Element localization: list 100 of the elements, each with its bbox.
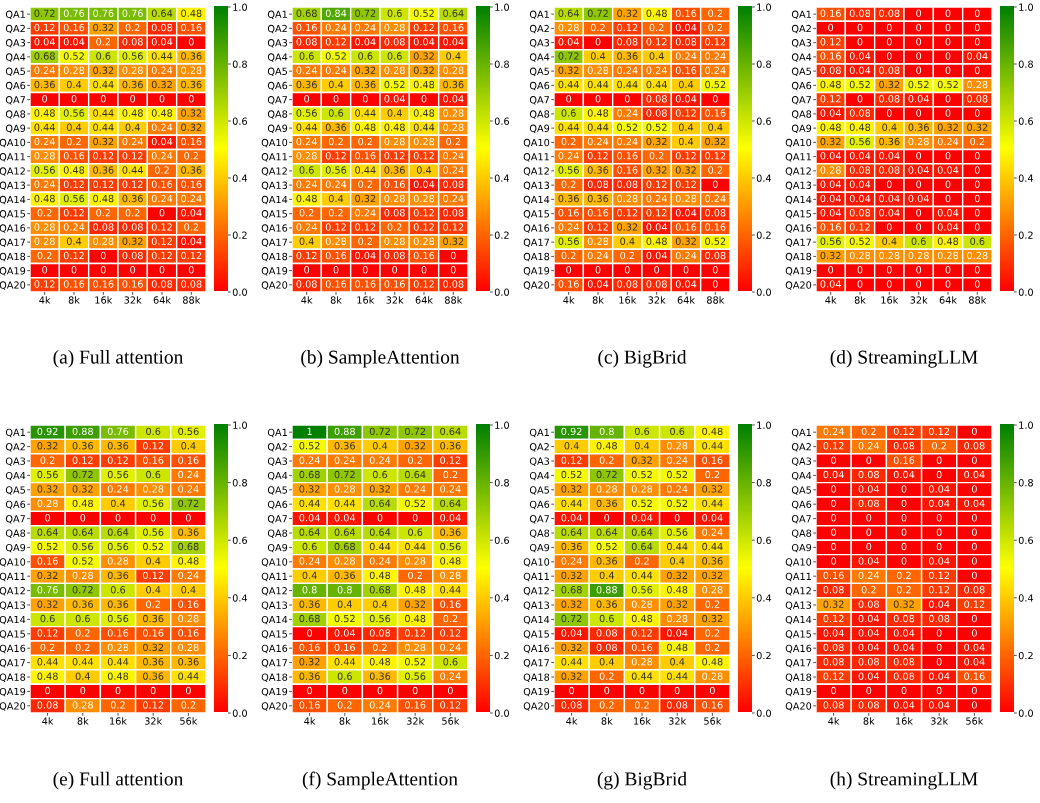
data-label: 0.08 (823, 701, 844, 709)
x-tick-label: 8k (330, 296, 342, 304)
data-label: 0.32 (369, 485, 390, 493)
data-label: 0.24 (675, 52, 697, 60)
data-label: 0.04 (675, 95, 697, 103)
x-tick-label: 32k (910, 296, 928, 304)
data-label: 0.4 (75, 672, 90, 680)
y-tick-label: QA4 (267, 471, 288, 481)
y-tick-label: QA20 (0, 281, 26, 290)
data-label: 0.12 (849, 223, 870, 231)
y-tick-label: QA11 (0, 153, 25, 162)
data-label: 0.36 (299, 600, 320, 608)
data-label: 0.32 (93, 137, 114, 146)
y-tick-label: QA4 (791, 53, 812, 62)
data-label: 0 (971, 485, 977, 493)
data-label: 0.64 (631, 528, 653, 536)
x-tick-label: 4k (39, 296, 51, 304)
x-tick-label: 4k (301, 296, 313, 304)
data-label: 0.2 (337, 701, 352, 709)
data-label: 0 (866, 542, 872, 551)
data-label: 0.36 (440, 442, 461, 450)
data-label: 0.28 (631, 485, 653, 493)
data-label: 0.2 (443, 614, 458, 623)
data-label: 0.12 (151, 223, 172, 231)
data-label: 0.2 (620, 251, 635, 260)
data-label: 0 (604, 686, 610, 695)
y-tick-label: QA19 (0, 267, 26, 276)
data-label: 0 (974, 38, 980, 46)
data-label: 0.52 (405, 658, 426, 666)
data-label: 0.6 (670, 427, 685, 436)
y-tick-label: QA16 (785, 224, 812, 233)
text: (a) Full attention (53, 349, 184, 368)
y-tick-label: QA1 (791, 428, 811, 438)
y-tick-label: QA19 (785, 267, 812, 276)
data-label: 0.76 (107, 427, 129, 436)
data-label: 0.24 (34, 66, 55, 74)
data-label: 0 (945, 23, 951, 32)
data-label: 0.16 (178, 629, 199, 637)
data-label: 0.76 (93, 9, 114, 17)
y-tick-label: QA7 (791, 515, 811, 524)
data-label: 0 (857, 95, 863, 103)
data-label: 0.08 (893, 658, 915, 666)
x-tick-label: 4k (825, 296, 837, 304)
data-label: 0.4 (299, 237, 314, 245)
y-tick-label: QA12 (0, 587, 25, 596)
data-label: 0.32 (413, 66, 434, 74)
y-tick-label: QA8 (5, 529, 26, 538)
y-tick-label: QA9 (5, 543, 26, 553)
y-tick-label: QA18 (523, 673, 550, 682)
data-label: 0.32 (617, 9, 638, 17)
data-label: 0.16 (558, 280, 579, 288)
data-label: 0 (901, 542, 907, 551)
data-label: 0.56 (107, 542, 129, 551)
data-label: 0.04 (929, 499, 950, 508)
data-label: 0.04 (964, 470, 985, 479)
data-label: 0.76 (122, 9, 143, 17)
data-label: 0.16 (299, 643, 320, 652)
data-label: 0 (188, 38, 194, 46)
data-label: 0.24 (181, 194, 202, 203)
y-tick-label: QA14 (261, 195, 288, 205)
x-tick-label: 4k (828, 717, 840, 725)
data-label: 0.24 (667, 456, 688, 464)
data-label: 0 (857, 280, 863, 288)
data-label: 0.04 (63, 38, 85, 46)
y-tick-label: QA17 (0, 238, 25, 248)
data-label: 0.12 (820, 38, 841, 46)
data-label: 0.4 (66, 80, 82, 89)
data-label: 0 (831, 686, 837, 695)
y-tick-label: QA7 (267, 515, 287, 524)
x-tick-label: 4k (42, 717, 54, 725)
data-label: 0.08 (151, 280, 173, 288)
data-label: 0.2 (705, 629, 720, 637)
data-label: 0.68 (34, 52, 55, 60)
data-label: 0.16 (617, 166, 638, 174)
data-label: 0.16 (820, 52, 841, 60)
data-label: 0.24 (296, 66, 317, 74)
data-label: 0 (901, 557, 907, 565)
y-tick-label: QA18 (0, 252, 26, 262)
data-label: 0.32 (143, 643, 164, 652)
data-label: 0.2 (125, 23, 140, 32)
data-label: 0.36 (596, 557, 618, 565)
data-label: 0.64 (561, 528, 582, 536)
data-label: 0.12 (122, 180, 143, 188)
data-label: 0.2 (970, 137, 985, 146)
y-tick-label: QA14 (0, 195, 26, 205)
data-label: 0.16 (325, 280, 347, 288)
y-tick-label: QA19 (523, 687, 550, 697)
data-label: 0.28 (908, 137, 929, 146)
data-label: 0.36 (587, 166, 609, 174)
y-tick-label: QA15 (523, 630, 549, 639)
data-label: 0 (421, 266, 427, 274)
data-label: 0.12 (355, 223, 376, 231)
data-label: 0.16 (63, 152, 85, 160)
data-label: 0.6 (358, 52, 373, 60)
data-label: 0.44 (702, 442, 723, 450)
data-label: 0 (624, 95, 630, 103)
color-bar-label: 0.4 (232, 174, 248, 182)
data-label: 0.28 (937, 251, 959, 260)
data-label: 0.24 (443, 166, 464, 174)
data-label: 0.88 (72, 427, 93, 436)
